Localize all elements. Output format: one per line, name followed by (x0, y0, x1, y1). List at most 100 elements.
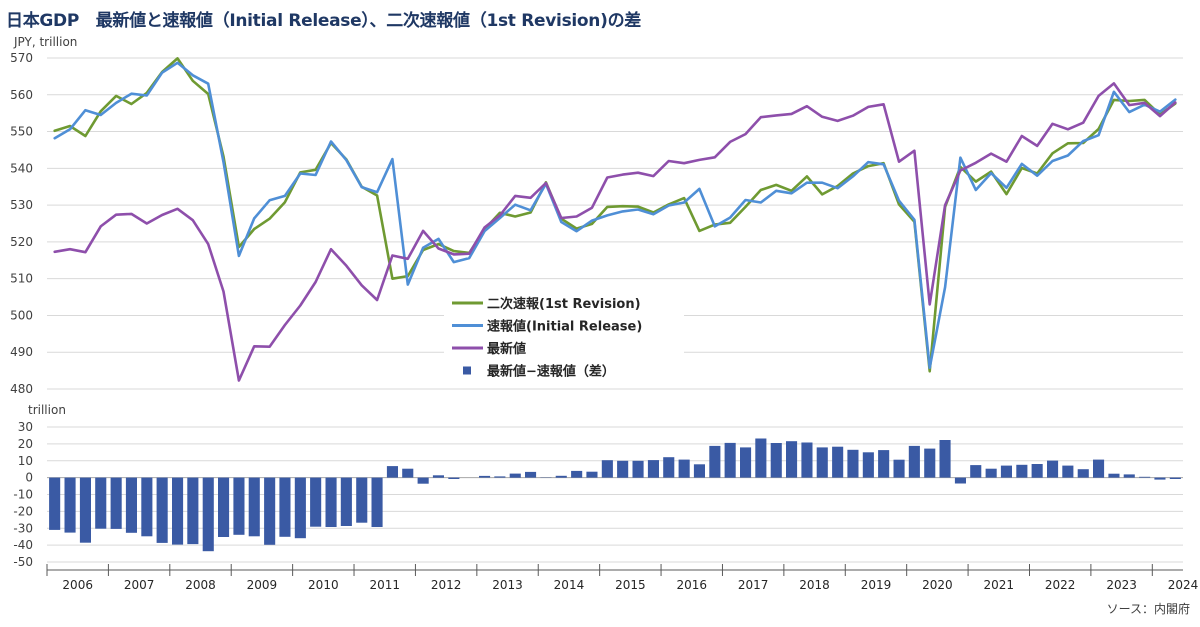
difference-bar (571, 470, 583, 478)
x-tick-label: 2022 (1045, 578, 1076, 592)
top-y-tick-label: 540 (10, 161, 33, 175)
difference-bar (49, 477, 61, 530)
x-tick-label: 2007 (124, 578, 155, 592)
difference-bar (801, 442, 813, 478)
legend-label: 二次速報(1st Revision) (487, 296, 641, 312)
legend-label: 最新値−速報値（差） (487, 364, 615, 380)
bottom-y-tick-label: -10 (13, 488, 33, 502)
top-y-tick-label: 490 (10, 345, 33, 359)
top-y-tick-label: 570 (10, 51, 33, 65)
difference-bar (724, 442, 736, 478)
difference-bar (1154, 477, 1166, 480)
difference-bar (555, 475, 567, 478)
difference-bar (432, 475, 444, 478)
difference-bar (1000, 465, 1012, 478)
difference-bar (632, 460, 644, 478)
difference-bar (878, 450, 890, 478)
bottom-y-tick-label: 30 (18, 420, 33, 434)
difference-bar (740, 447, 752, 478)
difference-bar (448, 477, 460, 479)
x-tick-label: 2017 (738, 578, 769, 592)
difference-bar (110, 477, 122, 529)
difference-bars (49, 438, 1181, 552)
x-tick-label: 2013 (492, 578, 523, 592)
top-panel-y-axis: 480 490 500 510 520 530 540 550 560 570 (10, 51, 33, 396)
difference-bar (1016, 464, 1028, 478)
difference-bar (1031, 464, 1043, 478)
source-note: ソース：内閣府 (1107, 601, 1190, 616)
difference-bar (693, 464, 705, 478)
difference-bar (709, 445, 721, 478)
top-y-tick-label: 560 (10, 88, 33, 102)
x-tick-label: 2015 (615, 578, 646, 592)
difference-bar (647, 460, 659, 478)
x-tick-label: 2021 (984, 578, 1015, 592)
difference-bar (525, 471, 537, 478)
legend-label: 速報値(Initial Release) (487, 319, 642, 335)
difference-bar (248, 477, 260, 537)
difference-bar (617, 460, 629, 478)
difference-bar (310, 477, 322, 527)
difference-bar (402, 468, 414, 478)
x-tick-label: 2006 (62, 578, 93, 592)
x-tick-label: 2018 (799, 578, 830, 592)
top-y-tick-label: 550 (10, 125, 33, 139)
series-line-2 (53, 82, 1177, 382)
difference-bar (954, 477, 966, 484)
x-tick-label: 2023 (1106, 578, 1137, 592)
bottom-y-tick-label: 20 (18, 437, 33, 451)
difference-bar (1047, 460, 1059, 478)
top-panel-series (53, 57, 1177, 382)
difference-bar (294, 477, 306, 539)
series-line-0 (53, 57, 1177, 373)
bottom-y-tick-label: 0 (25, 471, 33, 485)
difference-bar (79, 477, 91, 543)
top-y-tick-label: 530 (10, 198, 33, 212)
difference-bar (1077, 469, 1089, 478)
difference-bar (386, 466, 398, 478)
bottom-y-tick-label: -30 (13, 521, 33, 535)
bottom-y-tick-label: -20 (13, 504, 33, 518)
difference-bar (1123, 474, 1135, 478)
legend-background (444, 290, 684, 382)
difference-bar (985, 468, 997, 478)
legend-label: 最新値 (487, 341, 526, 357)
chart-title: 日本GDP 最新値と速報値（Initial Release）、二次速報値（1st… (6, 11, 641, 31)
difference-bar (172, 477, 184, 545)
x-tick-label: 2010 (308, 578, 339, 592)
difference-bar (479, 475, 491, 478)
series-line-1 (53, 61, 1177, 370)
difference-bar (494, 476, 506, 478)
bottom-panel-grid (47, 426, 1183, 563)
top-panel-grid (47, 57, 1183, 390)
difference-bar (832, 446, 844, 478)
difference-bar (356, 477, 368, 523)
difference-bar (908, 445, 920, 478)
difference-bar (202, 477, 214, 552)
difference-bar (1169, 477, 1181, 479)
difference-bar (325, 477, 337, 527)
difference-bar (218, 477, 230, 537)
difference-bar (970, 465, 982, 478)
difference-bar (1139, 476, 1151, 478)
difference-bar (786, 441, 798, 478)
bottom-y-tick-label: -50 (13, 555, 33, 569)
difference-bar (770, 443, 782, 478)
x-tick-label: 2012 (431, 578, 462, 592)
difference-bar (371, 477, 383, 527)
difference-bar (509, 473, 521, 478)
difference-bar (755, 438, 767, 478)
top-y-tick-label: 480 (10, 382, 33, 396)
x-tick-label: 2024 (1168, 578, 1199, 592)
x-tick-label: 2016 (676, 578, 707, 592)
difference-bar (1093, 459, 1105, 478)
difference-bar (156, 477, 168, 543)
bottom-panel-y-axis-label: trillion (28, 403, 66, 417)
difference-bar (862, 452, 874, 478)
difference-bar (233, 477, 245, 535)
bottom-y-tick-label: -40 (13, 538, 33, 552)
x-tick-label: 2019 (861, 578, 892, 592)
difference-bar (417, 477, 429, 484)
x-tick-label: 2011 (369, 578, 400, 592)
